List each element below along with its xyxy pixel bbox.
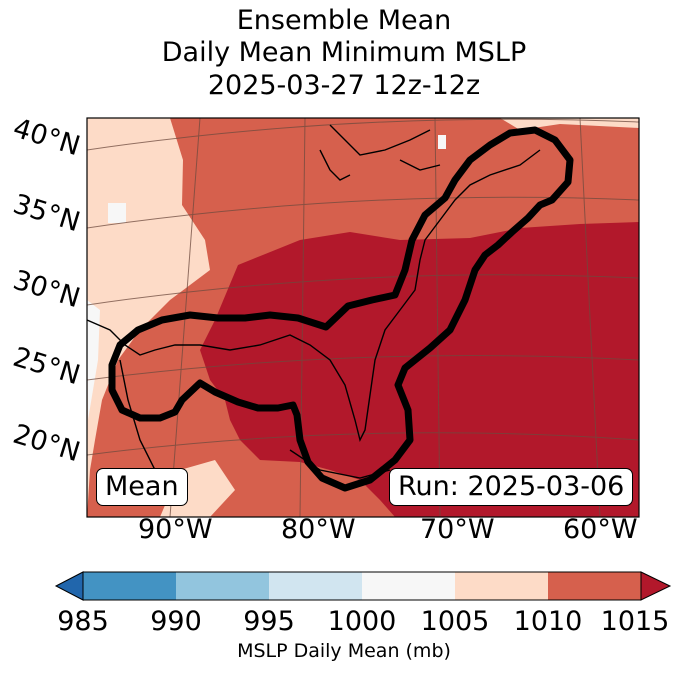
colorbar <box>54 571 672 601</box>
map-frame <box>86 117 640 518</box>
colorbar-seg-1010-1015 <box>548 572 641 600</box>
field-above-1015 <box>200 222 639 517</box>
colorbar-seg-985-990 <box>83 572 176 600</box>
colorbar-tick-1015: 1015 <box>600 606 670 637</box>
field-1000-1005-patch2 <box>438 135 446 149</box>
colorbar-extend-high <box>640 571 672 601</box>
title-line-1: Ensemble Mean <box>236 5 452 36</box>
contour-outline <box>108 126 574 492</box>
run-label-box: Run: 2025-03-06 <box>389 468 634 506</box>
colorbar-seg-1005-1010 <box>455 572 548 600</box>
title-line-2: Daily Mean Minimum MSLP <box>161 37 527 68</box>
field-1000-1005-patch <box>108 203 126 223</box>
colorbar-extend-low <box>54 571 84 601</box>
lon-label-70w: 70°W <box>420 514 495 545</box>
colorbar-seg-990-995 <box>176 572 269 600</box>
colorbar-tick-995: 995 <box>243 606 295 637</box>
colorbar-seg-995-1000 <box>269 572 362 600</box>
colorbar-tick-1000: 1000 <box>327 606 397 637</box>
colorbar-seg-1000-1005 <box>362 572 455 600</box>
colorbar-tick-990: 990 <box>150 606 202 637</box>
mean-label-box: Mean <box>96 468 188 506</box>
colorbar-frame <box>82 571 642 601</box>
field-1000-1005 <box>87 300 100 420</box>
colorbar-tick-985: 985 <box>57 606 109 637</box>
title-line-3: 2025-03-27 12z-12z <box>207 70 481 101</box>
colorbar-tick-1005: 1005 <box>420 606 490 637</box>
colorbar-tick-1010: 1010 <box>513 606 583 637</box>
lon-label-90w: 90°W <box>138 514 213 545</box>
lon-label-80w: 80°W <box>281 514 356 545</box>
colorbar-label: MSLP Daily Mean (mb) <box>237 640 451 662</box>
lon-label-60w: 60°W <box>563 514 638 545</box>
